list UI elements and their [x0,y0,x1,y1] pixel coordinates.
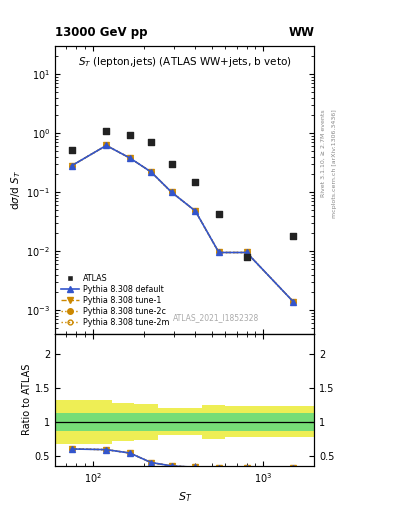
Y-axis label: d$\sigma$/d $S_T$: d$\sigma$/d $S_T$ [9,170,24,210]
Text: WW: WW [288,26,314,39]
Point [169,160,175,168]
Text: 13000 GeV pp: 13000 GeV pp [55,26,147,39]
Point [244,253,250,261]
Point [216,210,222,218]
Text: ATLAS_2021_I1852328: ATLAS_2021_I1852328 [173,313,259,322]
X-axis label: $S_T$: $S_T$ [178,490,192,504]
Y-axis label: Ratio to ATLAS: Ratio to ATLAS [22,364,32,436]
Text: mcplots.cern.ch [arXiv:1306.3436]: mcplots.cern.ch [arXiv:1306.3436] [332,110,337,218]
Point [127,131,133,139]
Point [192,178,198,186]
Point [68,146,75,154]
Point [148,138,154,146]
Text: $S_T$ (lepton,jets) (ATLAS WW+jets, b veto): $S_T$ (lepton,jets) (ATLAS WW+jets, b ve… [78,55,292,69]
Legend: ATLAS, Pythia 8.308 default, Pythia 8.308 tune-1, Pythia 8.308 tune-2c, Pythia 8: ATLAS, Pythia 8.308 default, Pythia 8.30… [59,272,172,330]
Point [290,232,296,240]
Text: Rivet 3.1.10, ≥ 2.7M events: Rivet 3.1.10, ≥ 2.7M events [320,110,325,198]
Point [103,126,109,135]
